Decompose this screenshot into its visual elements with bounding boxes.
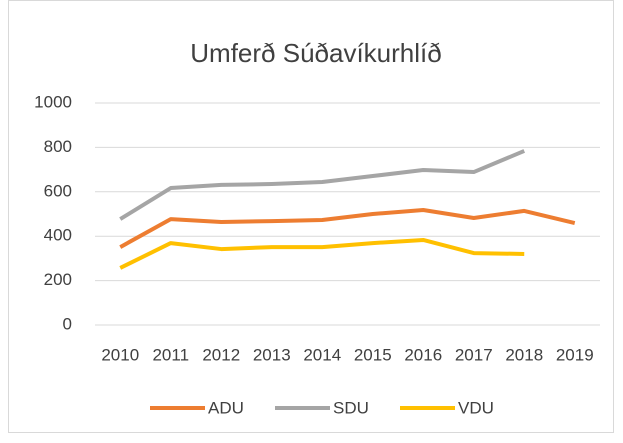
series-line [119,208,576,249]
x-tick-label: 2016 [404,345,442,364]
y-tick-label: 0 [63,314,72,333]
x-tick-label: 2013 [253,345,291,364]
legend-label: ADU [208,398,244,417]
x-tick-label: 2015 [354,345,392,364]
series-line [119,149,526,221]
x-tick-label: 2018 [505,345,543,364]
y-tick-label: 600 [44,181,72,200]
legend-label: VDU [458,398,494,417]
x-tick-label: 2017 [455,345,493,364]
y-tick-label: 400 [44,226,72,245]
chart-title: Umferð Súðavíkurhlíð [190,38,441,68]
x-tick-label: 2011 [152,345,189,364]
y-tick-label: 200 [44,270,72,289]
x-tick-label: 2014 [303,345,341,364]
x-tick-label: 2010 [101,345,139,364]
x-tick-label: 2012 [202,345,240,364]
x-tick-label: 2019 [556,345,594,364]
chart-border [8,0,614,433]
y-tick-label: 800 [44,137,72,156]
y-tick-label: 1000 [34,92,72,111]
series-line [119,237,525,270]
legend-label: SDU [333,398,369,417]
